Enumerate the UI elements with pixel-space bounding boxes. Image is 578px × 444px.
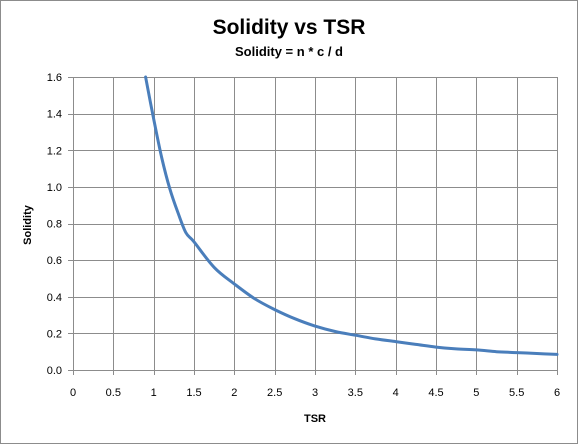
x-tick-label: 0 — [70, 387, 76, 399]
x-tick-label: 4 — [393, 387, 399, 399]
x-tick-label: 6 — [554, 387, 560, 399]
chart-title: Solidity vs TSR — [213, 16, 366, 39]
y-tick-label: 1.4 — [47, 109, 62, 121]
x-tick-label: 4.5 — [428, 387, 443, 399]
y-tick-label: 0.8 — [47, 219, 62, 231]
x-tick-label: 0.5 — [106, 387, 121, 399]
y-tick-label: 0.0 — [47, 365, 62, 377]
x-tick-labels: 0 0.5 1 1.5 2 2.5 3 3.5 4 4.5 5 5.5 6 — [70, 387, 560, 399]
chart-subtitle: Solidity = n * c / d — [235, 44, 343, 59]
y-tick-label: 0.4 — [47, 292, 62, 304]
y-tick-label: 0.6 — [47, 255, 62, 267]
x-tick-label: 5 — [473, 387, 479, 399]
series-line-solidity — [144, 75, 559, 356]
axes — [68, 77, 558, 375]
x-tick-label: 2.5 — [267, 387, 282, 399]
gridlines — [73, 77, 558, 370]
x-tick-label: 2 — [231, 387, 237, 399]
x-tick-label: 5.5 — [509, 387, 524, 399]
y-tick-labels: 0.0 0.2 0.4 0.6 0.8 1.0 1.2 1.4 1.6 — [47, 72, 62, 377]
y-tick-label: 0.2 — [47, 328, 62, 340]
x-axis-label: TSR — [304, 413, 326, 425]
x-tick-label: 3.5 — [348, 387, 363, 399]
y-tick-label: 1.0 — [47, 182, 62, 194]
y-tick-label: 1.6 — [47, 72, 62, 84]
x-tick-label: 1 — [151, 387, 157, 399]
x-tick-label: 1.5 — [186, 387, 201, 399]
y-axis-label: Solidity — [22, 204, 34, 245]
x-tick-label: 3 — [312, 387, 318, 399]
y-tick-label: 1.2 — [47, 145, 62, 157]
